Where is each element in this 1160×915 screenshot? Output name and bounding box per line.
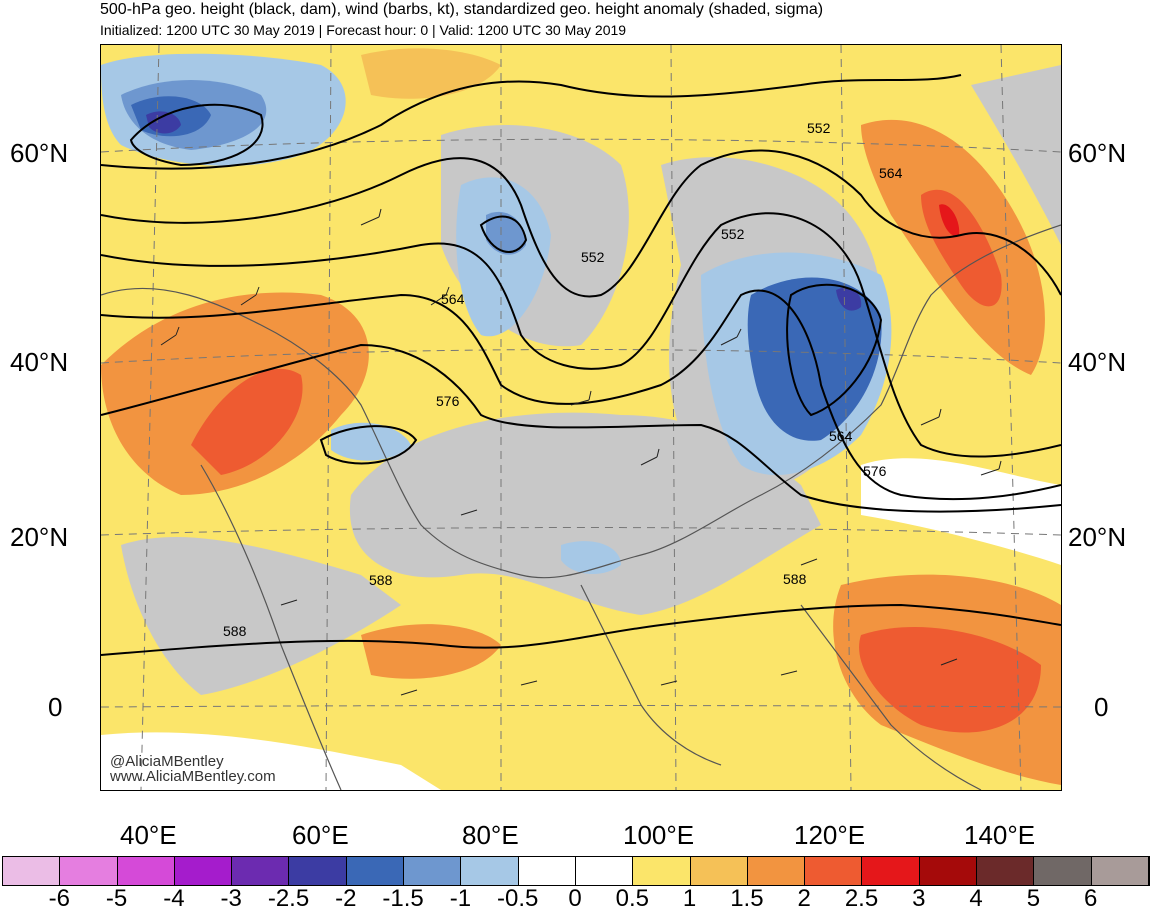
colorbar-swatch [3,857,61,885]
anomaly-positive [361,624,501,679]
lat-label-left: 0 [48,692,63,722]
colorbar-tick-label: -0.5 [497,885,539,912]
contour-label: 552 [581,249,605,265]
colorbar-swatch [977,857,1035,885]
anomaly-positive [921,189,1002,307]
contour-label: 564 [879,165,903,181]
coastlines [101,224,1061,790]
anomaly-negative [836,287,862,311]
colorbar-tick-label: 2.5 [844,885,879,912]
anomaly-negative [486,211,526,255]
colorbar-swatch [461,857,519,885]
contour-labels: 552 564 552 564 552 576 564 576 588 588 … [223,120,903,639]
colorbar-tick-label: 5 [1026,885,1041,912]
colorbar-tick-label: 0 [568,885,582,912]
colorbar-tick-label: 1 [682,885,697,912]
colorbar-swatch [117,857,175,885]
contour-label: 576 [436,393,460,409]
wind-barbs [160,208,1002,696]
lat-label-right: 20°N [1068,522,1127,552]
lon-label: 80°E [462,820,519,850]
colorbar-swatch [747,857,806,885]
colorbar-tick-label: 4 [969,885,983,912]
anomaly-grey-region [121,536,401,695]
colorbar-swatch [862,857,920,885]
lon-label: 60°E [292,820,349,850]
colorbar-tick-label: -1 [449,885,472,912]
anomaly-positive [361,48,501,99]
lon-label: 120°E [794,820,866,850]
colorbar-tick-label: -2 [335,885,357,912]
contour-label: 552 [807,120,831,136]
watermark-handle: @AliciaMBentley [110,753,224,770]
watermark-site: www.AliciaMBentley.com [110,768,276,785]
lon-label: 40°E [120,820,177,850]
contour-label: 588 [783,571,807,587]
anomaly-grey-region [971,65,1061,245]
graticule [101,45,1061,790]
map-subtitle: Initialized: 1200 UTC 30 May 2019 | Fore… [100,22,627,38]
anomaly-colorbar [2,856,1150,886]
contour-label: 552 [721,226,745,242]
lon-label: 140°E [964,820,1036,850]
lat-label-left: 20°N [10,522,69,552]
anomaly-negative [146,111,181,134]
anomaly-positive [939,204,960,236]
colorbar-tick-label: 2 [797,885,811,912]
lat-label-left: 40°N [10,347,69,377]
colorbar-tick-label: -2.5 [267,885,310,912]
colorbar-swatch [690,857,748,885]
lon-label: 100°E [623,820,695,850]
lat-label-right: 40°N [1068,347,1127,377]
colorbar-swatch [518,857,576,885]
colorbar-tick-label: 0.5 [615,885,649,912]
weather-map: 552 564 552 564 552 576 564 576 588 588 … [100,44,1062,791]
contour-label: 588 [223,623,247,639]
colorbar-tick-label: -1.5 [382,885,424,912]
colorbar-swatch [346,857,405,885]
colorbar-swatch [60,857,118,885]
colorbar-tick-label: 3 [912,885,926,912]
colorbar-swatch [174,857,233,885]
contour-label: 564 [441,291,465,307]
anomaly-positive [191,368,303,475]
colorbar-swatch [575,857,634,885]
contour-label: 588 [369,572,393,588]
colorbar-swatch [919,857,978,885]
colorbar-swatch [404,857,462,885]
colorbar-labels: -6 -5 -4 -3 -2.5 -2 -1.5 -1 -0.5 0 0.5 1 1.5 2 2.5 3 4 5 6 [0,885,1160,915]
colorbar-swatch [232,857,290,885]
height-contours [101,74,1061,656]
colorbar-swatch [1034,857,1092,885]
colorbar-tick-label: -6 [48,885,70,912]
colorbar-tick-label: 6 [1084,885,1098,912]
colorbar-swatch [289,857,347,885]
anomaly-negative [456,177,551,337]
map-title: 500-hPa geo. height (black, dam), wind (… [100,1,824,18]
lat-label-right: 60°N [1068,138,1127,168]
lat-label-right: 0 [1094,692,1109,722]
colorbar-swatch [633,857,691,885]
map-canvas: 552 564 552 564 552 576 564 576 588 588 … [101,45,1061,790]
contour-label: 564 [829,428,853,444]
anomaly-negative [331,422,411,461]
colorbar-tick-label: -4 [163,885,185,912]
contour-label: 576 [863,463,887,479]
anomaly-neutral [101,732,441,790]
colorbar-swatch [1091,857,1149,885]
colorbar-tick-label: -3 [220,885,242,912]
lat-label-left: 60°N [10,138,69,168]
colorbar-tick-label: 1.5 [730,885,764,912]
colorbar-tick-label: -5 [105,885,128,912]
colorbar-swatch [805,857,863,885]
